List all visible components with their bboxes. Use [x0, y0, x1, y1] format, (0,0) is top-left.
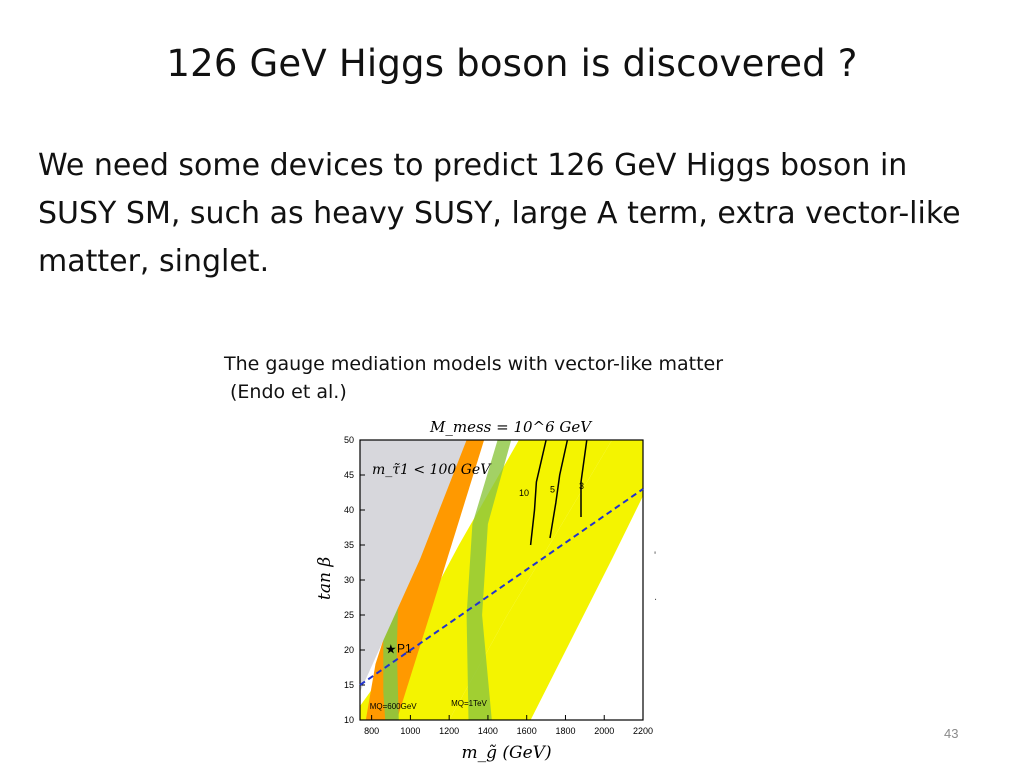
- mq-600-label: MQ=600GeV: [370, 702, 418, 711]
- excluded-region-label: m_τ̃1 < 100 GeV: [372, 462, 492, 478]
- y-tick-label: 15: [344, 680, 354, 690]
- contour-label-5: 5: [550, 485, 555, 495]
- body-text: We need some devices to predict 126 GeV …: [38, 148, 961, 279]
- x-tick-label: 1000: [400, 726, 420, 736]
- figure-caption: The gauge mediation models with vector-l…: [224, 350, 723, 406]
- chart: 800 1000 1200 1400 1600 1800 2000 2200 10 15 20 25 3…: [315, 418, 653, 763]
- y-tick-label: 35: [344, 540, 354, 550]
- y-tick-label: 30: [344, 575, 354, 585]
- caption-line-1: The gauge mediation models with vector-l…: [224, 353, 724, 375]
- x-tick-label: 800: [364, 726, 379, 736]
- yellow-band-right: [449, 440, 643, 720]
- yellow-band-left: [360, 440, 612, 720]
- slide-number: 43: [944, 726, 959, 741]
- x-tick-label: 2200: [633, 726, 653, 736]
- p1-label: P1: [397, 642, 412, 656]
- dashed-line: [359, 488, 644, 686]
- y-tick-label: 25: [344, 610, 354, 620]
- contour-line-10: [529, 439, 547, 546]
- green-band-1tev: [466, 440, 512, 720]
- y-axis-label: tan β: [315, 557, 335, 600]
- excluded-region: [360, 440, 467, 692]
- contour-label-10: 10: [519, 488, 529, 498]
- x-tick-label: 1200: [439, 726, 459, 736]
- x-tick-label: 1600: [517, 726, 537, 736]
- chart-title: M_mess = 10^6 GeV: [429, 418, 593, 436]
- y-tick-label: 40: [344, 505, 354, 515]
- caption-line-2: (Endo et al.): [230, 381, 347, 403]
- x-tick-label: 1800: [555, 726, 575, 736]
- contour-label-3: 3: [579, 481, 584, 491]
- y-tick-label: 50: [344, 435, 354, 445]
- slide-title: 126 GeV Higgs boson is discovered ?: [166, 42, 858, 85]
- y-tick-label: 45: [344, 470, 354, 480]
- stray-mark: .: [654, 591, 658, 603]
- x-tick-label: 1400: [478, 726, 498, 736]
- x-axis-label: m_g̃ (GeV): [462, 743, 552, 763]
- y-tick-label: 10: [344, 715, 354, 725]
- stray-mark: ': [654, 550, 657, 562]
- y-tick-label: 20: [344, 645, 354, 655]
- x-tick-label: 2000: [594, 726, 614, 736]
- figure: 800 1000 1200 1400 1600 1800 2000 2200 10 15 20 25 3…: [300, 408, 665, 768]
- p1-star-icon: ★: [385, 643, 397, 658]
- contour-line-3: [580, 439, 588, 517]
- mq-1tev-label: MQ=1TeV: [451, 699, 487, 708]
- contour-line-5: [549, 439, 569, 539]
